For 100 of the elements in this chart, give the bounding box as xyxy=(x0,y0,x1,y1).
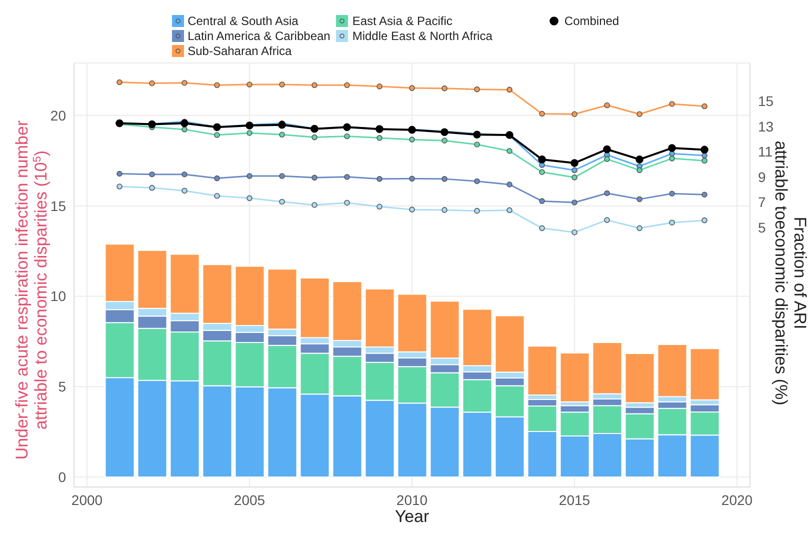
y-tick-label: 15 xyxy=(50,198,66,214)
legend-label: Combined xyxy=(564,14,620,28)
point xyxy=(506,182,512,188)
point xyxy=(572,174,578,180)
point xyxy=(376,84,382,90)
point xyxy=(506,86,512,93)
point xyxy=(182,80,188,86)
point xyxy=(376,176,382,182)
point xyxy=(636,111,642,118)
x-tick-label: 2000 xyxy=(71,492,103,508)
point xyxy=(669,101,675,107)
point xyxy=(376,204,382,210)
point xyxy=(409,206,415,212)
point xyxy=(279,173,285,179)
point xyxy=(312,202,318,208)
point xyxy=(539,169,545,175)
point xyxy=(149,184,155,191)
point xyxy=(442,176,448,182)
point xyxy=(116,184,122,190)
y2-tick-label: 11 xyxy=(758,144,773,160)
point xyxy=(409,176,415,182)
point xyxy=(474,208,480,214)
point xyxy=(506,148,512,154)
point xyxy=(702,103,708,110)
legend-label: Central & South Asia xyxy=(188,14,298,28)
legend-label: Latin America & Caribbean xyxy=(188,29,330,43)
point xyxy=(180,119,188,128)
y2-tick-label: 13 xyxy=(758,118,774,134)
point xyxy=(312,174,318,181)
point xyxy=(603,145,611,154)
point xyxy=(636,196,642,202)
point xyxy=(570,159,578,167)
y2-tick-label: 5 xyxy=(758,220,766,236)
point xyxy=(376,135,382,141)
legend-label: East Asia & Pacific xyxy=(352,14,452,28)
x-axis-title: Year xyxy=(394,507,430,526)
point xyxy=(149,80,155,86)
point xyxy=(116,170,122,177)
point xyxy=(604,190,610,196)
point xyxy=(636,167,642,174)
point xyxy=(442,207,448,213)
point xyxy=(409,85,415,91)
point xyxy=(246,82,252,88)
point xyxy=(474,178,480,184)
point xyxy=(149,171,155,178)
point xyxy=(539,198,545,204)
point xyxy=(182,188,188,194)
point xyxy=(539,162,545,168)
point xyxy=(279,82,285,88)
point xyxy=(572,111,578,118)
point xyxy=(246,130,252,136)
point xyxy=(246,173,252,179)
point xyxy=(539,225,545,232)
y2-tick-label: 7 xyxy=(758,194,766,210)
point xyxy=(506,207,512,214)
point xyxy=(344,200,350,206)
point xyxy=(116,79,122,86)
point xyxy=(702,152,708,158)
point xyxy=(214,132,220,138)
point xyxy=(344,174,350,180)
y-tick-label: 20 xyxy=(50,107,66,124)
y-tick-label: 5 xyxy=(58,378,66,395)
point xyxy=(636,225,642,232)
point xyxy=(182,171,188,178)
point xyxy=(604,156,610,162)
point xyxy=(538,156,546,164)
point xyxy=(279,132,285,138)
point xyxy=(572,229,578,236)
point xyxy=(442,85,448,92)
y-tick-label: 0 xyxy=(58,469,66,486)
legend-label: Middle East & North Africa xyxy=(352,29,492,43)
y2-axis-title: Fraction of ARI attriable toeconomic disparities (%) xyxy=(772,140,810,406)
point xyxy=(572,167,578,174)
point xyxy=(702,158,708,164)
x-tick-label: 2015 xyxy=(558,492,590,508)
x-tick-label: 2020 xyxy=(721,492,753,508)
point xyxy=(669,190,675,197)
point xyxy=(214,192,220,199)
point xyxy=(474,86,480,92)
point xyxy=(700,146,708,154)
y-tick-label: 10 xyxy=(50,288,66,304)
x-tick-label: 2010 xyxy=(396,492,428,508)
legend-label: Sub-Saharan Africa xyxy=(188,44,292,58)
point xyxy=(344,82,350,88)
point xyxy=(669,220,675,226)
point xyxy=(442,138,448,144)
point xyxy=(279,198,285,205)
y2-tick-label: 9 xyxy=(758,168,766,185)
point xyxy=(604,217,610,223)
point xyxy=(214,82,220,88)
point xyxy=(669,156,675,162)
point xyxy=(604,102,610,108)
point xyxy=(474,142,480,148)
point xyxy=(246,195,252,202)
point xyxy=(572,200,578,206)
point xyxy=(344,133,350,140)
point xyxy=(636,156,644,164)
point xyxy=(278,120,286,129)
point xyxy=(702,192,708,198)
y2-tick-label: 15 xyxy=(758,92,774,109)
